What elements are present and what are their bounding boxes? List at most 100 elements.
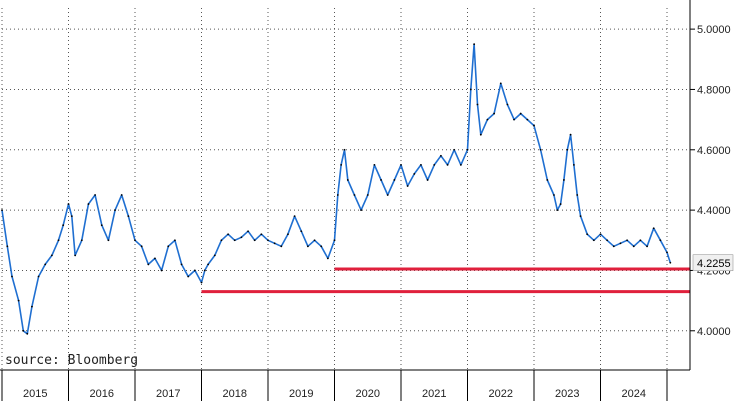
data-point: [187, 275, 190, 278]
data-point: [227, 233, 230, 236]
data-point: [160, 269, 163, 272]
data-point: [556, 209, 559, 212]
data-point: [440, 154, 442, 157]
data-point: [476, 103, 479, 106]
data-point: [50, 254, 53, 257]
data-point: [180, 263, 183, 266]
data-point: [336, 194, 339, 196]
data-point: [493, 112, 495, 115]
labels-layer: 4.00004.20004.40004.60004.80005.00002015…: [23, 24, 734, 400]
x-tick-label: 2018: [223, 388, 247, 400]
data-point: [57, 239, 60, 242]
data-point: [44, 263, 47, 266]
data-point: [639, 239, 642, 242]
data-point: [213, 254, 216, 257]
data-point: [646, 245, 648, 248]
data-point: [147, 263, 150, 266]
data-point: [360, 209, 362, 212]
data-point: [233, 239, 236, 242]
data-point: [576, 194, 579, 196]
y-tick-label: 4.4000: [697, 205, 731, 217]
series-layer: [1, 43, 672, 335]
data-point: [80, 239, 83, 242]
data-point: [203, 269, 206, 272]
last-value-box: [692, 254, 734, 272]
y-tick-label: 4.8000: [697, 84, 731, 96]
data-point: [499, 82, 502, 85]
data-point: [167, 245, 170, 248]
x-tick-label: 2015: [23, 388, 47, 400]
data-point: [253, 239, 256, 242]
data-point: [207, 263, 210, 266]
data-point: [513, 118, 515, 121]
data-point: [127, 215, 130, 218]
data-point: [666, 251, 668, 254]
data-point: [426, 179, 429, 181]
data-point: [586, 233, 589, 236]
data-point: [11, 275, 13, 278]
data-point: [559, 203, 562, 205]
data-point: [293, 215, 296, 218]
data-point: [346, 179, 349, 181]
data-point: [247, 230, 249, 233]
data-point: [267, 239, 269, 242]
data-point: [539, 148, 542, 151]
data-point: [626, 239, 628, 242]
data-point: [313, 239, 316, 242]
data-point: [320, 245, 323, 248]
data-point: [446, 163, 449, 166]
x-tick-label: 2021: [422, 388, 446, 400]
data-point: [200, 281, 203, 284]
data-point: [107, 239, 110, 242]
data-point: [280, 245, 283, 248]
data-point: [659, 239, 662, 242]
data-point: [300, 230, 303, 233]
data-point: [459, 163, 462, 166]
data-point: [546, 179, 549, 181]
data-point: [62, 224, 65, 227]
data-point: [100, 224, 103, 227]
data-point: [413, 173, 416, 175]
data-point: [619, 242, 622, 245]
data-point: [373, 163, 376, 166]
data-point: [70, 215, 73, 218]
data-point: [140, 245, 143, 248]
data-point: [569, 133, 572, 136]
data-point: [612, 245, 615, 248]
data-point: [154, 257, 156, 260]
data-point: [220, 239, 223, 242]
data-point: [453, 148, 456, 151]
data-point: [366, 194, 369, 196]
data-point: [466, 148, 469, 151]
x-tick-label: 2019: [289, 388, 313, 400]
data-point: [573, 163, 575, 166]
data-point: [393, 179, 396, 181]
x-tick-label: 2017: [156, 388, 180, 400]
data-point: [406, 185, 409, 187]
data-point: [400, 163, 402, 166]
y-tick-label: 4.0000: [697, 326, 731, 338]
data-point: [17, 299, 20, 302]
x-tick-label: 2022: [489, 388, 513, 400]
data-point: [333, 239, 336, 242]
data-point: [273, 242, 276, 245]
data-point: [669, 261, 672, 264]
x-tick-label: 2020: [356, 388, 380, 400]
data-point: [433, 163, 436, 166]
data-point: [652, 227, 655, 230]
data-point: [506, 103, 509, 106]
x-tick-label: 2024: [622, 388, 646, 400]
data-point: [353, 194, 356, 196]
data-point: [526, 118, 529, 121]
grid-layer: [1, 8, 690, 370]
data-point: [120, 194, 123, 196]
data-point: [592, 239, 595, 242]
data-point: [380, 179, 382, 181]
data-point: [533, 124, 535, 127]
data-point: [599, 233, 602, 236]
data-point: [87, 203, 90, 205]
data-point: [193, 269, 196, 272]
data-point: [606, 239, 609, 242]
